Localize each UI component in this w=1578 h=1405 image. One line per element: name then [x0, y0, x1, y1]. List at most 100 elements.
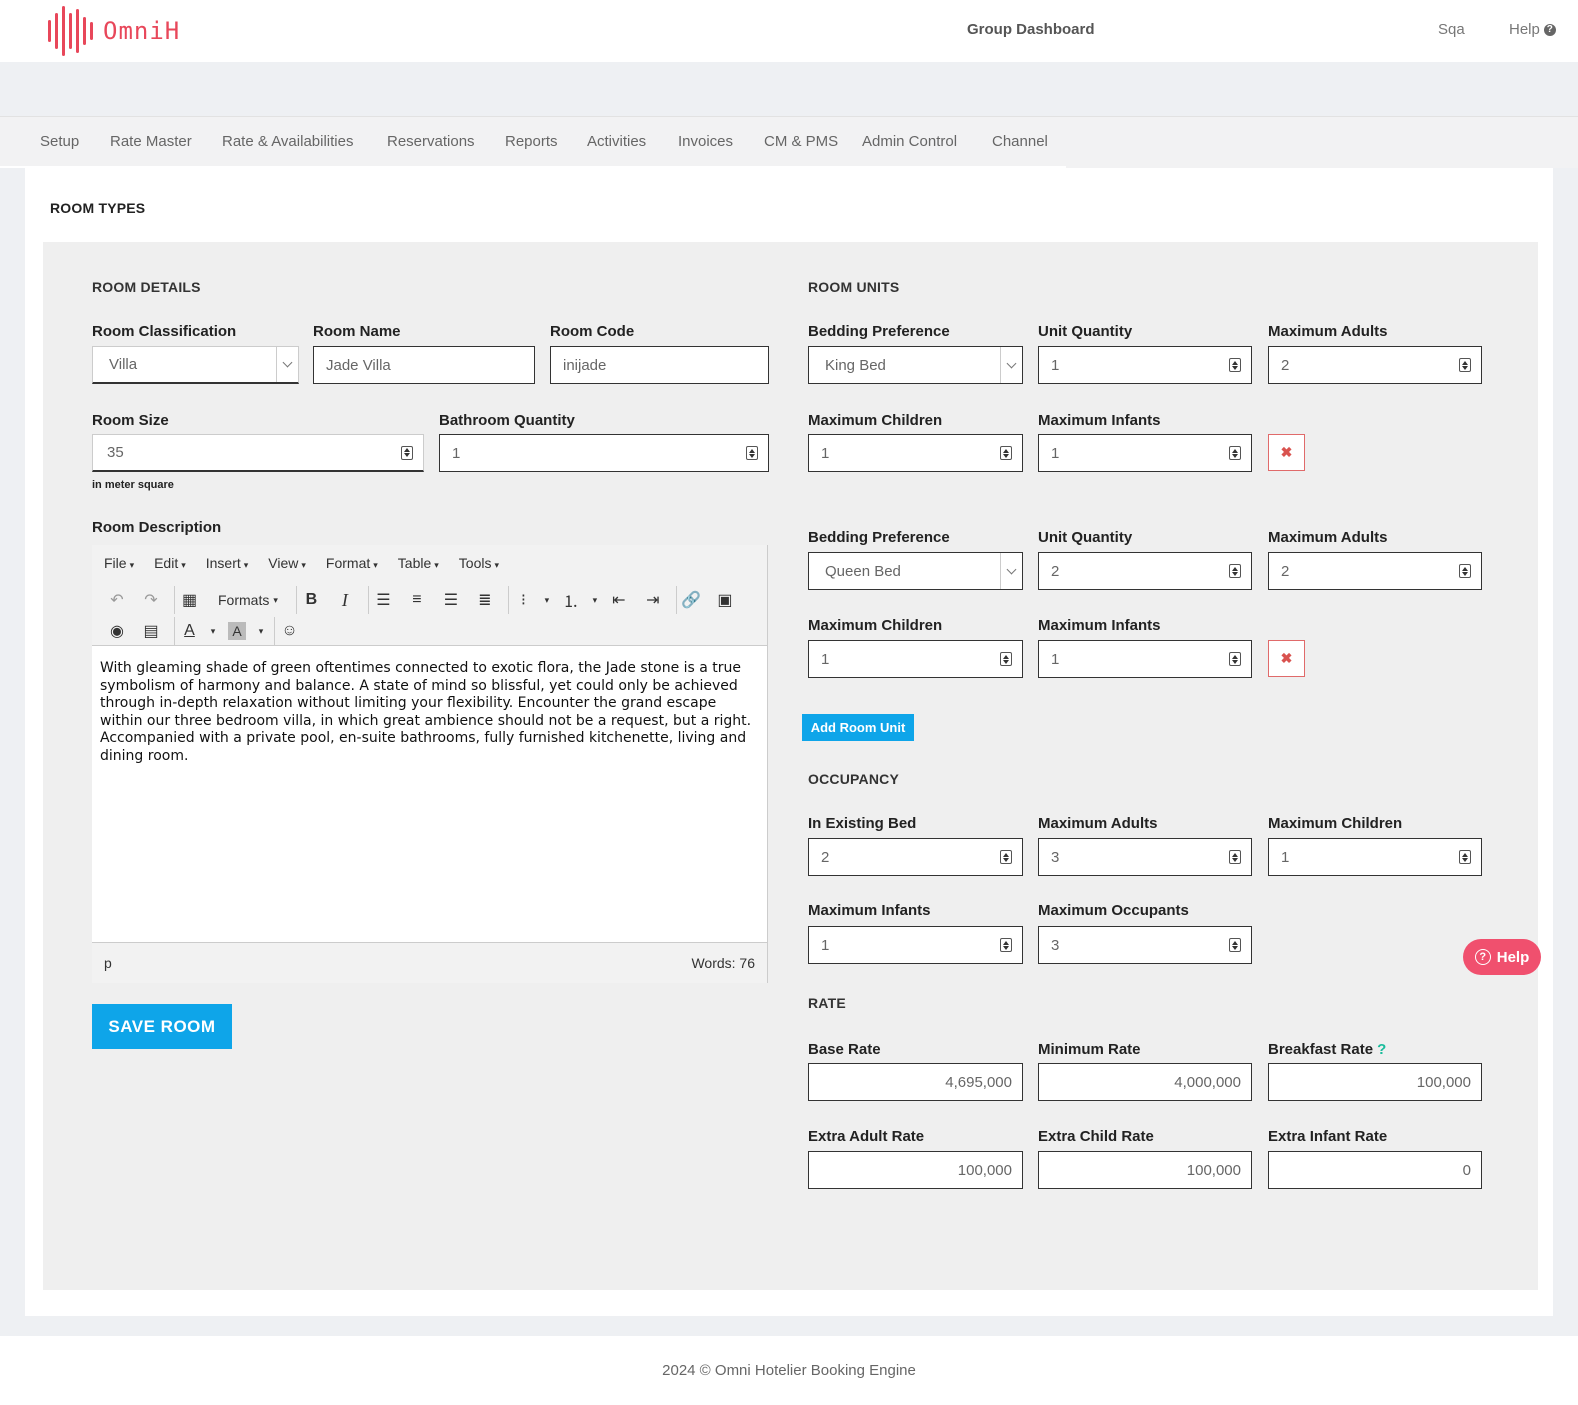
- nav-channel[interactable]: Channel: [992, 133, 1048, 150]
- bold-icon[interactable]: B: [295, 586, 326, 614]
- floating-help-button[interactable]: ? Help: [1463, 939, 1541, 975]
- extra-infant-rate-input[interactable]: 0: [1268, 1151, 1482, 1189]
- undo-icon[interactable]: ↶: [110, 592, 124, 609]
- base-rate-value: 4,695,000: [945, 1073, 1012, 1091]
- help-tooltip-icon[interactable]: ?: [1377, 1041, 1387, 1058]
- remove-unit-button[interactable]: ✖: [1268, 640, 1305, 677]
- menu-format[interactable]: Format: [326, 555, 378, 571]
- stepper-icon[interactable]: [1459, 358, 1471, 372]
- breakfast-rate-input[interactable]: 100,000: [1268, 1063, 1482, 1101]
- stepper-icon[interactable]: [1000, 652, 1012, 666]
- chevron-down-icon[interactable]: ▾: [592, 594, 598, 605]
- text-color-icon[interactable]: A: [174, 617, 204, 645]
- bedding-preference-select[interactable]: King Bed: [808, 346, 1023, 384]
- menu-tools[interactable]: Tools: [459, 555, 499, 571]
- nav-rate-master[interactable]: Rate Master: [110, 133, 192, 150]
- chevron-down-icon[interactable]: ▾: [258, 625, 264, 636]
- remove-unit-button[interactable]: ✖: [1268, 434, 1305, 471]
- element-path[interactable]: p: [104, 955, 112, 971]
- room-code-input[interactable]: inijade: [550, 346, 769, 384]
- menu-insert[interactable]: Insert: [206, 555, 249, 571]
- menu-file[interactable]: File: [104, 555, 134, 571]
- extra-child-rate-input[interactable]: 100,000: [1038, 1151, 1252, 1189]
- nav-rate-availabilities[interactable]: Rate & Availabilities: [222, 133, 354, 150]
- italic-icon[interactable]: I: [341, 589, 348, 610]
- chevron-down-icon[interactable]: ▾: [210, 625, 216, 636]
- user-menu[interactable]: Sqa: [1438, 21, 1465, 38]
- redo-icon[interactable]: ↷: [144, 592, 158, 609]
- stepper-icon[interactable]: [401, 445, 413, 460]
- room-description-textarea[interactable]: With gleaming shade of green oftentimes …: [92, 645, 767, 943]
- room-size-input[interactable]: 35: [92, 434, 424, 472]
- link-icon[interactable]: 🔗: [675, 586, 706, 614]
- image-icon[interactable]: ▣: [717, 592, 733, 609]
- unit-max-adults-label: Maximum Adults: [1268, 529, 1388, 546]
- unit-max-children-input[interactable]: 1: [808, 640, 1023, 678]
- unit-max-infants-input[interactable]: 1: [1038, 640, 1252, 678]
- unit-max-children-input[interactable]: 1: [808, 434, 1023, 472]
- existing-bed-input[interactable]: 2: [808, 838, 1023, 876]
- room-name-input[interactable]: Jade Villa: [313, 346, 535, 384]
- bathroom-quantity-input[interactable]: 1: [439, 434, 769, 472]
- occupancy-max-adults-input[interactable]: 3: [1038, 838, 1252, 876]
- align-right-icon[interactable]: ☰: [443, 592, 459, 609]
- align-left-icon[interactable]: ☰: [367, 586, 398, 614]
- align-center-icon[interactable]: ≡: [412, 591, 422, 608]
- menu-view[interactable]: View: [268, 555, 306, 571]
- unit-quantity-input[interactable]: 1: [1038, 346, 1252, 384]
- minimum-rate-input[interactable]: 4,000,000: [1038, 1063, 1252, 1101]
- base-rate-input[interactable]: 4,695,000: [808, 1063, 1023, 1101]
- stepper-icon[interactable]: [1459, 564, 1471, 578]
- unit-max-adults-value: 2: [1281, 356, 1290, 374]
- occupancy-max-infants-input[interactable]: 1: [808, 926, 1023, 964]
- nav-reports[interactable]: Reports: [505, 133, 558, 150]
- unit-max-infants-input[interactable]: 1: [1038, 434, 1252, 472]
- stepper-icon[interactable]: [1229, 850, 1241, 864]
- unit-max-adults-input[interactable]: 2: [1268, 552, 1482, 590]
- add-room-unit-button[interactable]: Add Room Unit: [802, 714, 914, 741]
- extra-adult-rate-input[interactable]: 100,000: [808, 1151, 1023, 1189]
- bullet-list-icon[interactable]: ⁝: [507, 586, 538, 614]
- unit-quantity-label: Unit Quantity: [1038, 529, 1133, 546]
- stepper-icon[interactable]: [1229, 446, 1241, 460]
- align-justify-icon[interactable]: ≣: [478, 592, 492, 609]
- formats-dropdown[interactable]: Formats: [208, 586, 288, 614]
- menu-table[interactable]: Table: [398, 555, 439, 571]
- nav-activities[interactable]: Activities: [587, 133, 647, 150]
- menu-edit[interactable]: Edit: [154, 555, 186, 571]
- nav-reservations[interactable]: Reservations: [387, 133, 475, 150]
- bedding-preference-select[interactable]: Queen Bed: [808, 552, 1023, 590]
- chevron-down-icon[interactable]: ▾: [544, 594, 550, 605]
- nav-setup[interactable]: Setup: [40, 133, 80, 150]
- unit-quantity-input[interactable]: 2: [1038, 552, 1252, 590]
- source-code-icon[interactable]: ▦: [174, 586, 204, 614]
- room-classification-select[interactable]: Villa: [92, 346, 299, 384]
- media-icon[interactable]: ▤: [143, 623, 159, 640]
- nav-admin-control[interactable]: Admin Control: [862, 133, 958, 150]
- brand-logo[interactable]: OmniH: [48, 6, 180, 56]
- stepper-icon[interactable]: [1459, 850, 1471, 864]
- unit-max-infants-label: Maximum Infants: [1038, 617, 1161, 634]
- save-room-button[interactable]: SAVE ROOM: [92, 1004, 232, 1049]
- occupancy-max-children-input[interactable]: 1: [1268, 838, 1482, 876]
- stepper-icon[interactable]: [1229, 938, 1241, 952]
- help-link[interactable]: Help ?: [1509, 21, 1556, 38]
- nav-cm-pms[interactable]: CM & PMS: [764, 133, 839, 150]
- stepper-icon[interactable]: [1000, 850, 1012, 864]
- nav-invoices[interactable]: Invoices: [678, 133, 734, 150]
- group-dashboard-link[interactable]: Group Dashboard: [967, 21, 1095, 38]
- stepper-icon[interactable]: [746, 446, 758, 460]
- preview-eye-icon[interactable]: ◉: [110, 623, 124, 640]
- emoticon-icon[interactable]: ☺: [274, 617, 304, 645]
- stepper-icon[interactable]: [1000, 446, 1012, 460]
- max-occupants-input[interactable]: 3: [1038, 926, 1252, 964]
- outdent-icon[interactable]: ⇤: [612, 592, 626, 609]
- stepper-icon[interactable]: [1000, 938, 1012, 952]
- indent-icon[interactable]: ⇥: [646, 592, 660, 609]
- numbered-list-icon[interactable]: ⒈: [562, 594, 579, 611]
- stepper-icon[interactable]: [1229, 358, 1241, 372]
- unit-max-adults-input[interactable]: 2: [1268, 346, 1482, 384]
- stepper-icon[interactable]: [1229, 564, 1241, 578]
- background-color-icon[interactable]: A: [228, 622, 246, 640]
- stepper-icon[interactable]: [1229, 652, 1241, 666]
